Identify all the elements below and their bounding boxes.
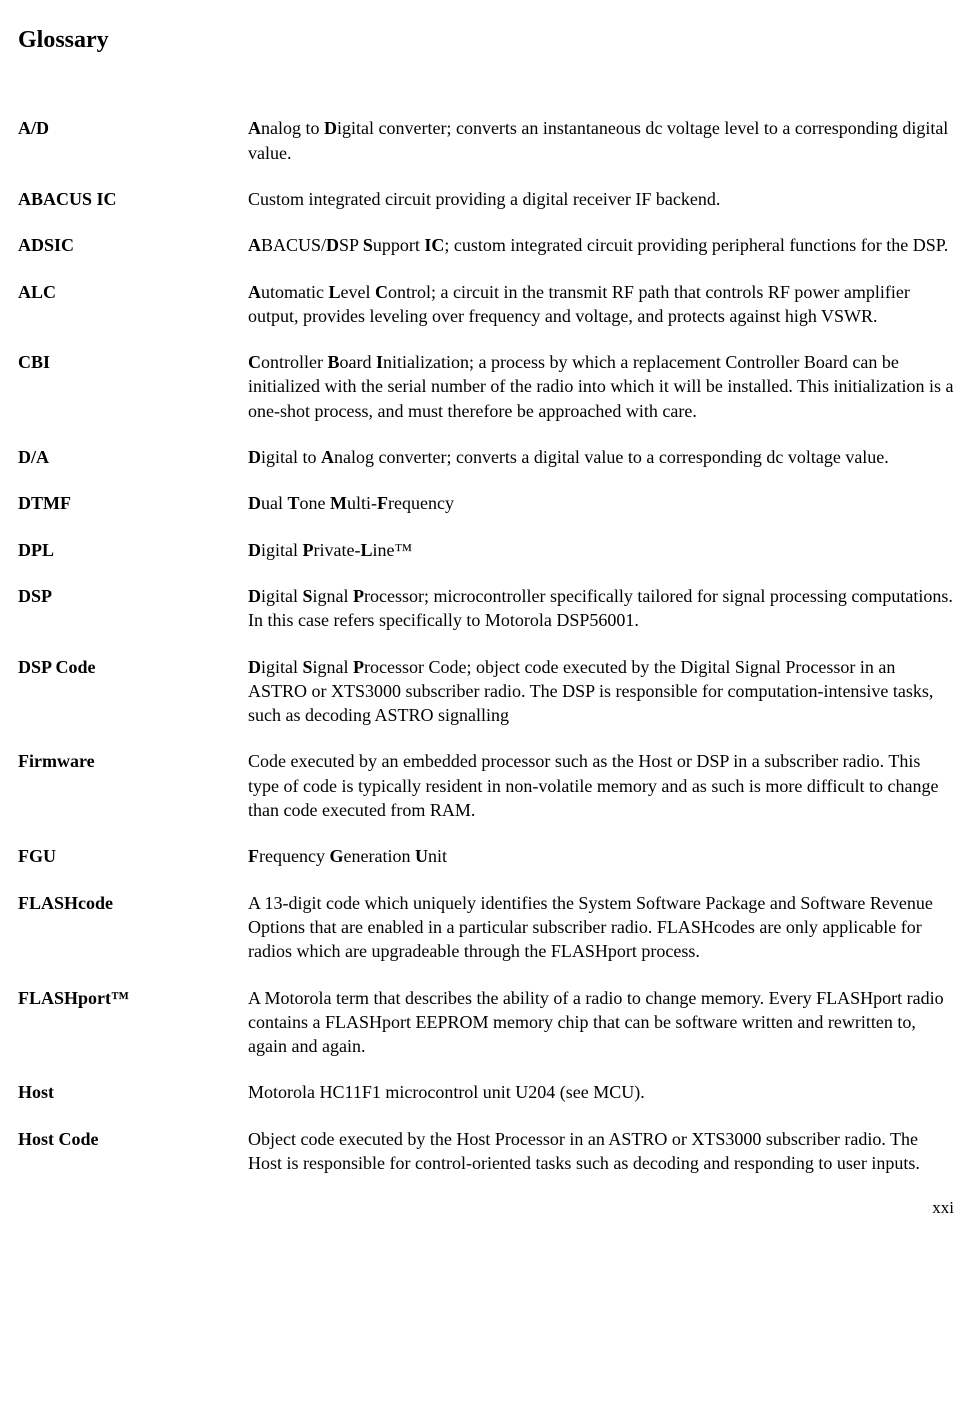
glossary-entry: CBIController Board Initialization; a pr… xyxy=(18,350,954,423)
glossary-term: DTMF xyxy=(18,491,248,515)
glossary-entry: ALCAutomatic Level Control; a circuit in… xyxy=(18,280,954,329)
glossary-definition: Object code executed by the Host Process… xyxy=(248,1127,954,1176)
glossary-definition: Custom integrated circuit providing a di… xyxy=(248,187,954,211)
glossary-definition: A Motorola term that describes the abili… xyxy=(248,986,954,1059)
glossary-definition: Dual Tone Multi-Frequency xyxy=(248,491,954,515)
glossary-entry: FirmwareCode executed by an embedded pro… xyxy=(18,749,954,822)
glossary-definition: Digital Private-Line™ xyxy=(248,538,954,562)
glossary-term: FGU xyxy=(18,844,248,868)
glossary-entry: DSP CodeDigital Signal Processor Code; o… xyxy=(18,655,954,728)
glossary-term: DPL xyxy=(18,538,248,562)
glossary-definition: Digital Signal Processor; microcontrolle… xyxy=(248,584,954,633)
glossary-term: ALC xyxy=(18,280,248,329)
glossary-entry: ADSICABACUS/DSP Support IC; custom integ… xyxy=(18,233,954,257)
glossary-term: ABACUS IC xyxy=(18,187,248,211)
glossary-definition: Controller Board Initialization; a proce… xyxy=(248,350,954,423)
glossary-definition: Analog to Digital converter; converts an… xyxy=(248,116,954,165)
glossary-term: Firmware xyxy=(18,749,248,822)
glossary-definition: Frequency Generation Unit xyxy=(248,844,954,868)
glossary-term: DSP xyxy=(18,584,248,633)
glossary-term: FLASHcode xyxy=(18,891,248,964)
page-number: xxi xyxy=(18,1197,954,1220)
glossary-term: A/D xyxy=(18,116,248,165)
glossary-entry: D/ADigital to Analog converter; converts… xyxy=(18,445,954,469)
glossary-entry: DPLDigital Private-Line™ xyxy=(18,538,954,562)
glossary-definition: A 13-digit code which uniquely identifie… xyxy=(248,891,954,964)
glossary-entry: DSPDigital Signal Processor; microcontro… xyxy=(18,584,954,633)
glossary-definition: Automatic Level Control; a circuit in th… xyxy=(248,280,954,329)
glossary-entry: FLASHport™A Motorola term that describes… xyxy=(18,986,954,1059)
glossary-entry: HostMotorola HC11F1 microcontrol unit U2… xyxy=(18,1080,954,1104)
glossary-entry: FGUFrequency Generation Unit xyxy=(18,844,954,868)
glossary-entry: Host CodeObject code executed by the Hos… xyxy=(18,1127,954,1176)
glossary-term: Host xyxy=(18,1080,248,1104)
page-title: Glossary xyxy=(18,24,954,56)
glossary-definition: Motorola HC11F1 microcontrol unit U204 (… xyxy=(248,1080,954,1104)
glossary-term: DSP Code xyxy=(18,655,248,728)
glossary-entry: FLASHcodeA 13-digit code which uniquely … xyxy=(18,891,954,964)
glossary-term: CBI xyxy=(18,350,248,423)
glossary-entry: ABACUS ICCustom integrated circuit provi… xyxy=(18,187,954,211)
glossary-term: D/A xyxy=(18,445,248,469)
glossary-term: Host Code xyxy=(18,1127,248,1176)
glossary-term: FLASHport™ xyxy=(18,986,248,1059)
glossary-definition: Digital Signal Processor Code; object co… xyxy=(248,655,954,728)
glossary-definition: Digital to Analog converter; converts a … xyxy=(248,445,954,469)
glossary-definition: ABACUS/DSP Support IC; custom integrated… xyxy=(248,233,954,257)
glossary-list: A/DAnalog to Digital converter; converts… xyxy=(18,116,954,1175)
glossary-term: ADSIC xyxy=(18,233,248,257)
glossary-entry: DTMFDual Tone Multi-Frequency xyxy=(18,491,954,515)
glossary-definition: Code executed by an embedded processor s… xyxy=(248,749,954,822)
glossary-entry: A/DAnalog to Digital converter; converts… xyxy=(18,116,954,165)
